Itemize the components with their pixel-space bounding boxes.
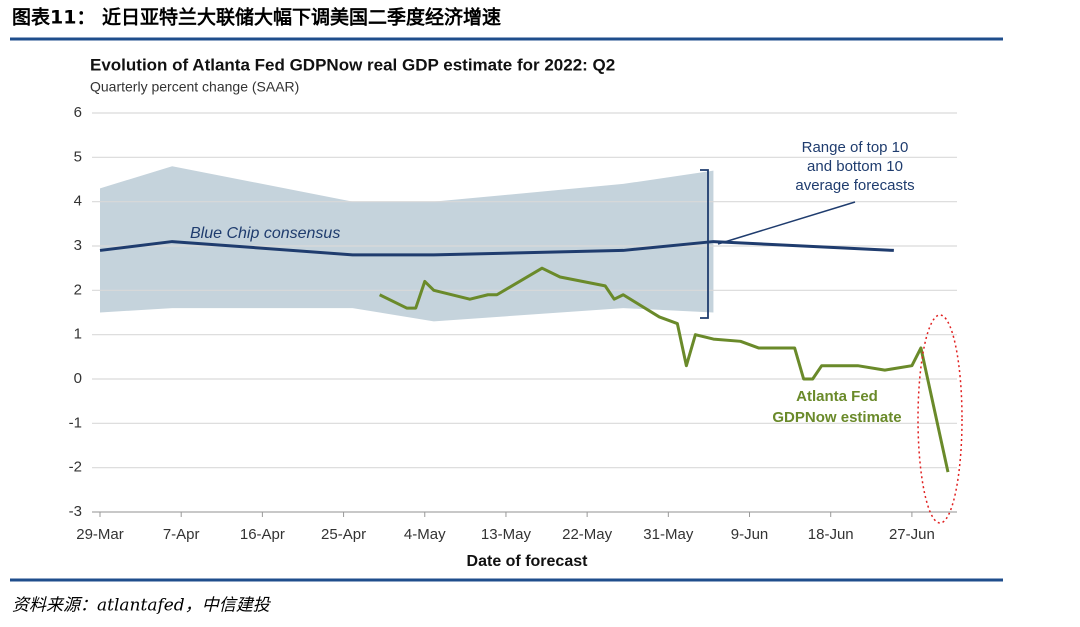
source: 资料来源：atlantafed，中信建投 [12, 596, 272, 616]
chart-title: Evolution of Atlanta Fed GDPNow real GDP… [90, 55, 615, 74]
header-title: 图表11： 近日亚特兰大联储大幅下调美国二季度经济增速 [12, 6, 501, 29]
x-axis-label: Date of forecast [467, 553, 589, 570]
plot-area: -3 -2 -1 0 1 2 3 4 5 6 29-Mar 7-Apr 16-Apr 25-Apr 4-Ma… [69, 104, 957, 543]
chart-subtitle: Quarterly percent change (SAAR) [90, 79, 299, 95]
x-tick-label: 22-May [562, 526, 613, 543]
x-tick-label: 31-May [643, 526, 694, 543]
y-tick-label: -1 [69, 414, 82, 431]
x-tick-label: 13-May [481, 526, 532, 543]
y-tick-label: -2 [69, 459, 82, 476]
band-label: Range of top 10 and bottom 10 average fore… [795, 139, 914, 194]
x-tick-label: 25-Apr [321, 526, 366, 543]
y-tick-label: 1 [74, 326, 82, 343]
band-label-line: average forecasts [795, 177, 914, 194]
y-tick-label: 2 [74, 281, 82, 298]
x-tick-label: 7-Apr [163, 526, 200, 543]
x-tick-label: 29-Mar [76, 526, 124, 543]
range-bracket [700, 169, 709, 319]
x-tick-label: 18-Jun [808, 526, 854, 543]
series-line [378, 266, 950, 473]
x-tick-label: 4-May [404, 526, 446, 543]
series-label-line: Atlanta Fed [796, 388, 878, 405]
series-line [99, 240, 894, 257]
x-tick-label: 27-Jun [889, 526, 935, 543]
y-tick-label: 5 [74, 148, 82, 165]
band-label-line: and bottom 10 [807, 158, 903, 175]
x-tick-label: 9-Jun [731, 526, 769, 543]
y-tick-label: 6 [74, 104, 82, 121]
band-label-line: Range of top 10 [802, 139, 909, 156]
y-tick-label: 4 [74, 193, 82, 210]
range-band [100, 166, 714, 322]
series-label: Atlanta Fed GDPNow estimate [772, 388, 901, 426]
highlight-ellipse [917, 314, 963, 524]
y-tick-label: 0 [74, 370, 82, 387]
series-label: Blue Chip consensus [190, 225, 340, 242]
series-label-line: GDPNow estimate [772, 409, 901, 426]
y-tick-label: -3 [69, 503, 82, 520]
x-tick-label: 16-Apr [240, 526, 285, 543]
y-tick-label: 3 [74, 237, 82, 254]
annotation-pointer [717, 201, 856, 245]
